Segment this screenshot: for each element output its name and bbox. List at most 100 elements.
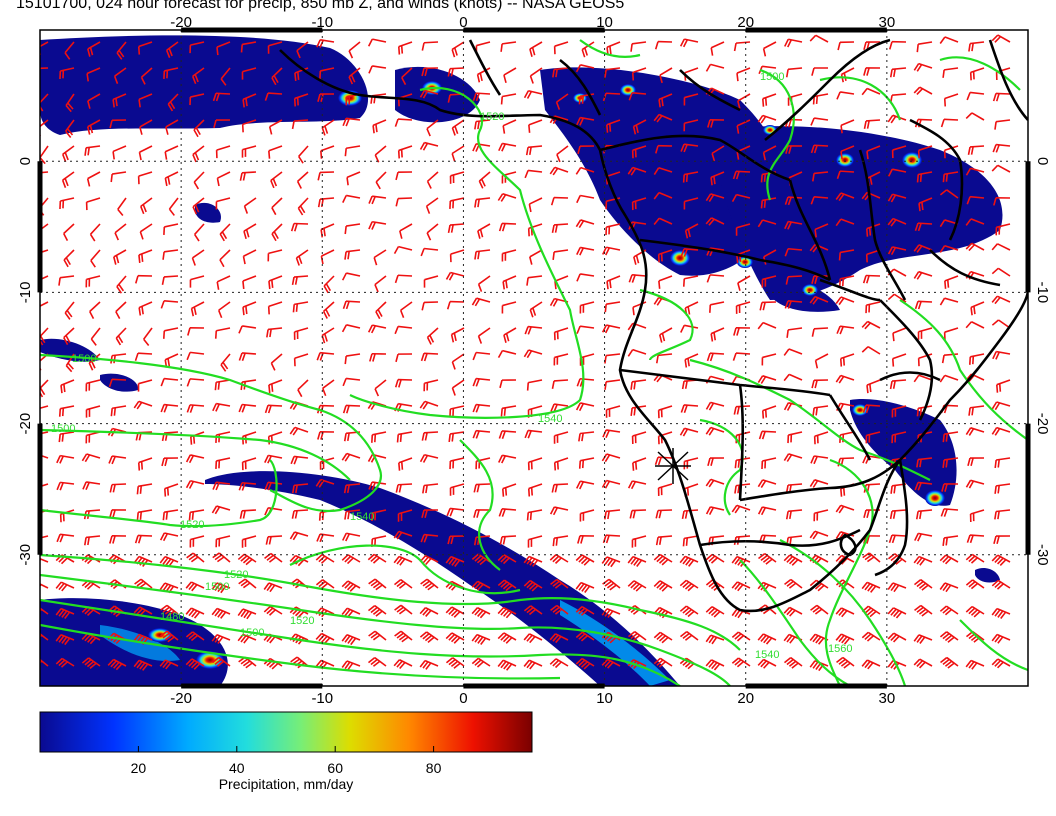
wind-barb [346, 145, 361, 150]
wind-barb [164, 327, 179, 332]
lon-tick-label-top: 10 [596, 14, 613, 31]
wind-barb [997, 164, 1011, 173]
wind-barb [632, 41, 647, 45]
wind-barb [86, 197, 101, 203]
wind-barb [40, 301, 49, 307]
wind-barb [87, 171, 101, 180]
wind-barb [710, 63, 725, 69]
wind-barb [787, 67, 803, 71]
wind-barb [190, 351, 205, 355]
lon-tick-label-top: -10 [311, 14, 333, 31]
wind-barb [892, 353, 907, 360]
wind-barb [995, 92, 1011, 95]
wind-barb [346, 194, 361, 199]
colorbar: 20 40 60 80 Precipitation, mm/day [39, 711, 533, 792]
wind-barb [293, 222, 309, 225]
wind-barb [971, 112, 985, 121]
wind-barb [242, 275, 257, 282]
contour-label: 1560 [828, 643, 852, 655]
wind-barb [138, 41, 153, 48]
wind-barb [242, 41, 257, 46]
wind-barb [736, 193, 751, 199]
wind-barb [401, 67, 413, 79]
wind-barb [709, 274, 725, 277]
wind-barb [788, 348, 803, 355]
wind-barb [918, 353, 933, 359]
lat-lon-grid [40, 30, 1028, 686]
wind-barb [397, 274, 413, 277]
lon-tick-label-bottom: 10 [596, 690, 613, 707]
wind-barb [659, 67, 673, 76]
wind-barb [815, 353, 829, 362]
wind-barb [684, 324, 699, 329]
wind-barb [891, 93, 907, 97]
wind-barb [423, 431, 439, 434]
wind-barb [969, 145, 985, 148]
wind-barb [684, 93, 699, 99]
wind-barb [137, 352, 153, 355]
wind-barb [501, 222, 517, 225]
wind-barb [399, 223, 413, 232]
wind-barb [164, 145, 179, 153]
longitude-labels-bottom: -20 -10 0 10 20 30 [170, 690, 895, 707]
wind-barb [297, 379, 309, 391]
wind-barb [346, 171, 361, 179]
wind-barb [918, 41, 933, 45]
wind-barb [218, 301, 231, 311]
wind-barb [736, 119, 751, 127]
wind-barb [241, 171, 257, 174]
wind-barb [787, 275, 803, 278]
wind-barb [397, 197, 413, 200]
wind-barb [632, 301, 647, 308]
wind-barb [268, 41, 283, 47]
wind-barb [735, 170, 751, 173]
wind-barb [761, 534, 777, 537]
wind-barb [374, 379, 387, 390]
wind-barb [40, 583, 49, 589]
contour-label: 1520 [180, 519, 204, 531]
wind-barb [40, 632, 49, 641]
wind-barb [216, 41, 231, 48]
lon-tick-label-top: 30 [879, 14, 896, 31]
wind-barb [40, 119, 49, 128]
wind-barb [298, 145, 309, 157]
lat-tick-label-left: -30 [17, 544, 34, 566]
wind-barb [138, 171, 153, 177]
wind-barb [189, 378, 205, 381]
wind-barb [736, 223, 751, 229]
wind-barb [216, 275, 231, 283]
wind-barb [971, 321, 985, 329]
wind-barb [320, 145, 335, 152]
contour-label: 1540 [755, 649, 779, 661]
wind-barb [997, 267, 1011, 277]
wind-barb [320, 67, 335, 72]
wind-barb [243, 249, 257, 257]
wind-barb [556, 93, 569, 103]
wind-barbs [40, 34, 1011, 672]
wind-barb [114, 223, 127, 234]
wind-barb [164, 249, 179, 253]
wind-barb [788, 373, 803, 381]
wind-barb [219, 249, 231, 261]
wind-barb [891, 379, 907, 382]
wind-barb [944, 244, 959, 251]
wind-barb [658, 217, 673, 225]
wind-barb [501, 535, 517, 538]
wind-barb [892, 327, 907, 334]
x-marker-icon [655, 448, 691, 484]
lon-tick-label-bottom: 20 [737, 690, 754, 707]
wind-barb [40, 405, 49, 410]
wind-barb [814, 117, 829, 121]
wind-barb [814, 223, 829, 231]
wind-barb [528, 119, 543, 126]
wind-barb [502, 119, 517, 127]
wind-barb [944, 36, 959, 43]
wind-barb [865, 119, 881, 122]
wind-barb [944, 297, 959, 303]
wind-barb [476, 41, 491, 47]
wind-barb [346, 272, 361, 277]
lat-tick-label-left: 0 [17, 157, 34, 165]
wind-barb [112, 145, 127, 153]
wind-barb [580, 273, 595, 277]
